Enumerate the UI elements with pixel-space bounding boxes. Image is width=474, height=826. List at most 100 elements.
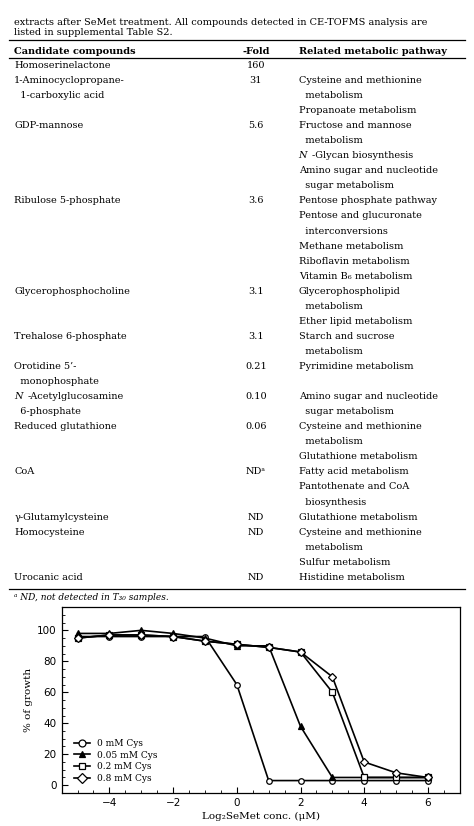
0 mM Cys — [234, 680, 240, 690]
0.05 mM Cys — [107, 629, 112, 638]
Text: Cysteine and methionine: Cysteine and methionine — [299, 422, 421, 431]
Text: 3.1: 3.1 — [248, 332, 264, 341]
0.2 mM Cys — [234, 639, 240, 649]
Text: Glutathione metabolism: Glutathione metabolism — [299, 453, 417, 462]
Text: CoA: CoA — [14, 468, 35, 477]
0.2 mM Cys — [138, 630, 144, 640]
Text: listed in supplemental Table S2.: listed in supplemental Table S2. — [14, 28, 173, 37]
Text: metabolism: metabolism — [299, 301, 362, 311]
Text: Ribulose 5-phosphate: Ribulose 5-phosphate — [14, 197, 121, 206]
0.2 mM Cys — [329, 687, 335, 697]
0.05 mM Cys — [170, 629, 176, 638]
Text: 0.21: 0.21 — [245, 362, 267, 371]
0 mM Cys — [138, 632, 144, 642]
0.8 mM Cys — [75, 633, 81, 643]
Text: Pyrimidine metabolism: Pyrimidine metabolism — [299, 362, 413, 371]
Text: 0.06: 0.06 — [245, 422, 267, 431]
Text: metabolism: metabolism — [299, 543, 362, 552]
Text: -Fold: -Fold — [242, 47, 270, 56]
0.2 mM Cys — [425, 772, 431, 782]
0.2 mM Cys — [361, 772, 367, 782]
Text: -Glycan biosynthesis: -Glycan biosynthesis — [312, 151, 413, 160]
Text: Starch and sucrose: Starch and sucrose — [299, 332, 394, 341]
Text: Trehalose 6-phosphate: Trehalose 6-phosphate — [14, 332, 127, 341]
0 mM Cys — [107, 632, 112, 642]
Text: Histidine metabolism: Histidine metabolism — [299, 572, 404, 582]
Text: N: N — [299, 151, 307, 160]
0.2 mM Cys — [202, 636, 208, 646]
0 mM Cys — [75, 632, 81, 642]
Text: Homoserinelactone: Homoserinelactone — [14, 61, 111, 70]
0.8 mM Cys — [107, 630, 112, 640]
0 mM Cys — [329, 776, 335, 786]
Text: Pentose phosphate pathway: Pentose phosphate pathway — [299, 197, 437, 206]
Text: Riboflavin metabolism: Riboflavin metabolism — [299, 257, 409, 266]
Line: 0.8 mM Cys: 0.8 mM Cys — [75, 632, 431, 781]
0 mM Cys — [361, 776, 367, 786]
Text: metabolism: metabolism — [299, 91, 362, 100]
Text: Orotidine 5’-: Orotidine 5’- — [14, 362, 77, 371]
Text: Fructose and mannose: Fructose and mannose — [299, 121, 411, 131]
Text: metabolism: metabolism — [299, 136, 362, 145]
Text: -Acetylglucosamine: -Acetylglucosamine — [27, 392, 124, 401]
0.05 mM Cys — [234, 641, 240, 651]
Text: Homocysteine: Homocysteine — [14, 528, 85, 537]
0.2 mM Cys — [107, 630, 112, 640]
Text: 1-carboxylic acid: 1-carboxylic acid — [14, 91, 105, 100]
Text: Propanoate metabolism: Propanoate metabolism — [299, 106, 416, 115]
Text: 3.6: 3.6 — [248, 197, 264, 206]
Text: ND: ND — [248, 572, 264, 582]
0.05 mM Cys — [202, 633, 208, 643]
Text: Pentose and glucuronate: Pentose and glucuronate — [299, 211, 421, 221]
0.2 mM Cys — [170, 632, 176, 642]
Text: Urocanic acid: Urocanic acid — [14, 572, 83, 582]
Text: Reduced glutathione: Reduced glutathione — [14, 422, 117, 431]
Text: sugar metabolism: sugar metabolism — [299, 182, 393, 190]
0.05 mM Cys — [425, 772, 431, 782]
0.05 mM Cys — [138, 625, 144, 635]
X-axis label: Log₂SeMet conc. (μM): Log₂SeMet conc. (μM) — [202, 812, 319, 821]
Text: 3.1: 3.1 — [248, 287, 264, 296]
Line: 0.05 mM Cys: 0.05 mM Cys — [75, 628, 431, 781]
0 mM Cys — [202, 632, 208, 642]
Text: Ether lipid metabolism: Ether lipid metabolism — [299, 317, 412, 326]
Text: monophosphate: monophosphate — [14, 377, 99, 386]
0.8 mM Cys — [298, 647, 303, 657]
Text: biosynthesis: biosynthesis — [299, 497, 366, 506]
Text: metabolism: metabolism — [299, 347, 362, 356]
Text: 1-Aminocyclopropane-: 1-Aminocyclopropane- — [14, 76, 125, 85]
0.8 mM Cys — [202, 636, 208, 646]
Text: Amino sugar and nucleotide: Amino sugar and nucleotide — [299, 166, 438, 175]
Legend: 0 mM Cys, 0.05 mM Cys, 0.2 mM Cys, 0.8 mM Cys: 0 mM Cys, 0.05 mM Cys, 0.2 mM Cys, 0.8 m… — [70, 735, 161, 786]
0.8 mM Cys — [170, 632, 176, 642]
Text: interconversions: interconversions — [299, 226, 387, 235]
Text: metabolism: metabolism — [299, 437, 362, 446]
0 mM Cys — [393, 776, 399, 786]
Text: sugar metabolism: sugar metabolism — [299, 407, 393, 416]
0.05 mM Cys — [75, 629, 81, 638]
0.2 mM Cys — [393, 772, 399, 782]
Line: 0 mM Cys: 0 mM Cys — [75, 634, 431, 783]
0.8 mM Cys — [329, 672, 335, 681]
0 mM Cys — [266, 776, 272, 786]
Text: 5.6: 5.6 — [248, 121, 264, 131]
0 mM Cys — [425, 776, 431, 786]
0.8 mM Cys — [234, 639, 240, 649]
Text: 160: 160 — [246, 61, 265, 70]
Text: Cysteine and methionine: Cysteine and methionine — [299, 528, 421, 537]
0.05 mM Cys — [266, 641, 272, 651]
0.8 mM Cys — [266, 643, 272, 653]
Text: GDP-mannose: GDP-mannose — [14, 121, 83, 131]
Text: 0.10: 0.10 — [245, 392, 267, 401]
Text: 6-phosphate: 6-phosphate — [14, 407, 81, 416]
Text: Fatty acid metabolism: Fatty acid metabolism — [299, 468, 408, 477]
0.05 mM Cys — [329, 772, 335, 782]
0.2 mM Cys — [266, 643, 272, 653]
0 mM Cys — [170, 632, 176, 642]
Text: ND: ND — [248, 528, 264, 537]
Text: Glycerophosphocholine: Glycerophosphocholine — [14, 287, 130, 296]
Text: Glutathione metabolism: Glutathione metabolism — [299, 513, 417, 521]
Text: Related metabolic pathway: Related metabolic pathway — [299, 47, 447, 56]
Y-axis label: % of growth: % of growth — [24, 668, 33, 732]
0.8 mM Cys — [393, 768, 399, 778]
